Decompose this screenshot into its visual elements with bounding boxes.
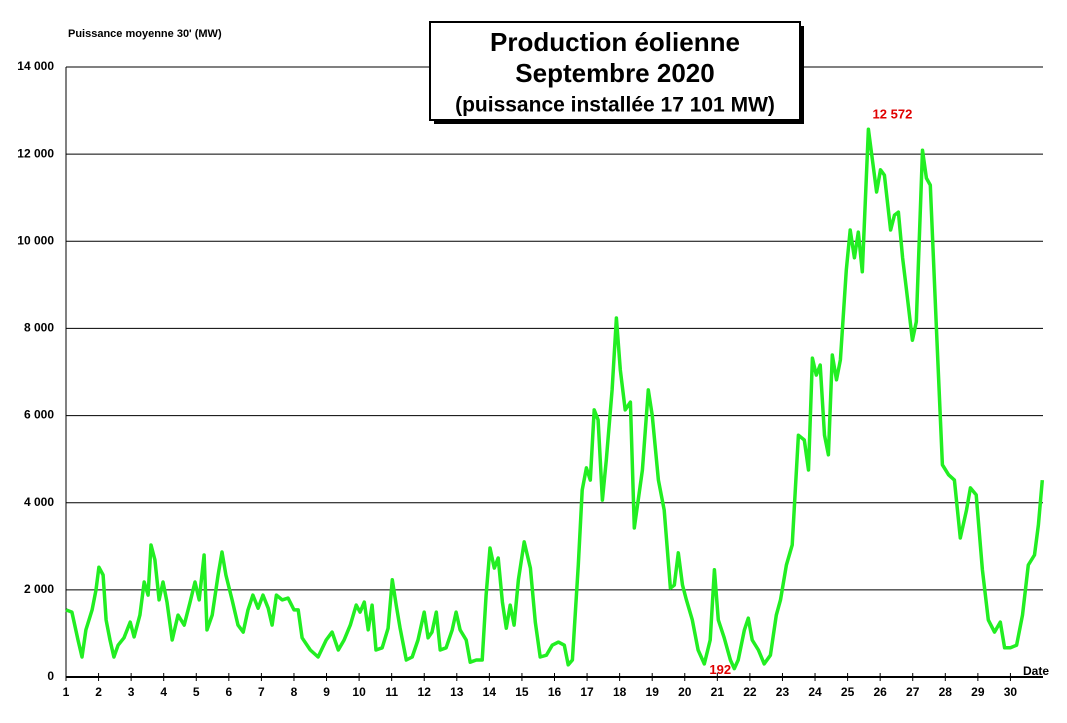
x-tick-label: 28 xyxy=(939,685,953,699)
y-tick-label: 2 000 xyxy=(24,582,54,596)
series-line xyxy=(65,127,1045,671)
x-tick-label: 5 xyxy=(193,685,200,699)
x-tick-label: 21 xyxy=(711,685,725,699)
x-tick-label: 23 xyxy=(776,685,790,699)
x-tick-label: 6 xyxy=(225,685,232,699)
x-tick-label: 9 xyxy=(323,685,330,699)
x-tick-label: 17 xyxy=(580,685,594,699)
x-tick-label: 30 xyxy=(1004,685,1018,699)
x-tick-label: 3 xyxy=(128,685,135,699)
x-tick-label: 15 xyxy=(515,685,529,699)
x-tick-label: 24 xyxy=(808,685,822,699)
annotation: 192 xyxy=(709,662,731,677)
y-tick-label: 14 000 xyxy=(17,59,54,73)
x-tick-label: 1 xyxy=(63,685,70,699)
x-tick-label: 29 xyxy=(971,685,985,699)
y-tick-label: 12 000 xyxy=(17,146,54,160)
y-axis-label: Puissance moyenne 30' (MW) xyxy=(68,28,222,40)
x-tick-label: 20 xyxy=(678,685,692,699)
y-tick-label: 4 000 xyxy=(24,495,54,509)
x-tick-label: 10 xyxy=(352,685,366,699)
y-tick-label: 6 000 xyxy=(24,408,54,422)
y-tick-label: 10 000 xyxy=(17,233,54,247)
x-tick-label: 27 xyxy=(906,685,920,699)
chart-title: Production éolienne xyxy=(490,27,740,57)
chart-subtitle: (puissance installée 17 101 MW) xyxy=(455,94,775,117)
x-tick-label: 25 xyxy=(841,685,855,699)
x-tick-label: 4 xyxy=(160,685,167,699)
x-tick-label: 8 xyxy=(291,685,298,699)
x-tick-label: 12 xyxy=(418,685,432,699)
x-tick-label: 26 xyxy=(873,685,887,699)
y-tick-label: 0 xyxy=(47,669,54,683)
y-tick-label: 8 000 xyxy=(24,321,54,335)
annotation: 12 572 xyxy=(873,107,913,122)
x-tick-label: 16 xyxy=(548,685,562,699)
x-tick-label: 18 xyxy=(613,685,627,699)
x-tick-label: 13 xyxy=(450,685,464,699)
x-tick-label: 7 xyxy=(258,685,265,699)
x-tick-label: 19 xyxy=(646,685,660,699)
x-axis-label: Date xyxy=(1023,664,1049,678)
x-tick-label: 14 xyxy=(483,685,497,699)
x-tick-label: 22 xyxy=(743,685,757,699)
x-tick-label: 11 xyxy=(385,685,398,699)
x-tick-label: 2 xyxy=(95,685,102,699)
plot: 0 2 000 4 000 6 000 8 000 10 000 12 000 14 000 1… xyxy=(17,59,1045,699)
title-box xyxy=(429,21,801,121)
chart-title: Septembre 2020 xyxy=(515,58,714,88)
